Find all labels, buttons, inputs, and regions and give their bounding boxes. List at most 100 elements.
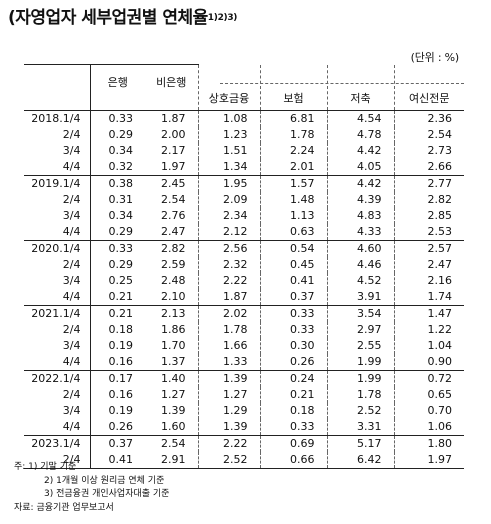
rate-cell: 0.90 bbox=[393, 354, 464, 371]
rate-cell: 0.33 bbox=[259, 419, 327, 436]
rate-cell: 4.42 bbox=[326, 175, 394, 192]
rate-cell: 1.57 bbox=[259, 175, 327, 192]
rate-cell: 2.36 bbox=[393, 110, 464, 127]
rate-cell: 2.01 bbox=[259, 159, 327, 176]
table-row: 2/4 0.31 2.54 2.09 1.48 4.39 2.82 bbox=[24, 192, 464, 208]
rate-cell: 1.39 bbox=[197, 370, 260, 387]
rate-cell: 2.53 bbox=[393, 224, 464, 241]
rate-cell: 0.33 bbox=[90, 240, 145, 257]
rate-cell: 2.52 bbox=[197, 452, 260, 469]
header-bank: 은행 bbox=[90, 64, 145, 111]
period-label: 2020.1/4 bbox=[24, 240, 91, 257]
rate-cell: 1.78 bbox=[259, 127, 327, 143]
rate-cell: 1.06 bbox=[393, 419, 464, 436]
table-header-row: 은행 비은행 상호금융 보험 저축 여신전문 bbox=[24, 64, 464, 111]
period-label: 2018.1/4 bbox=[24, 110, 91, 127]
rate-cell: 3.54 bbox=[326, 305, 394, 322]
period-label: 2/4 bbox=[24, 452, 91, 469]
period-label: 2/4 bbox=[24, 387, 91, 403]
rate-cell: 0.17 bbox=[90, 370, 145, 387]
rate-cell: 0.70 bbox=[393, 403, 464, 419]
rate-cell: 1.51 bbox=[197, 143, 260, 159]
rate-cell: 1.08 bbox=[197, 110, 260, 127]
table-body: 2018.1/4 0.33 1.87 1.08 6.81 4.54 2.36 2/4 0.29 2… bbox=[24, 110, 464, 469]
table-row: 2020.1/4 0.33 2.82 2.56 0.54 4.60 2.57 bbox=[24, 240, 464, 257]
rate-cell: 0.45 bbox=[259, 257, 327, 273]
table-row: 2/4 0.41 2.91 2.52 0.66 6.42 1.97 bbox=[24, 452, 464, 469]
header-savings: 저축 bbox=[326, 64, 394, 111]
rate-cell: 1.99 bbox=[326, 354, 394, 371]
rate-cell: 0.29 bbox=[108, 128, 134, 141]
rate-cell: 0.69 bbox=[259, 435, 327, 452]
rate-cell: 0.37 bbox=[259, 289, 327, 306]
rate-cell: 0.31 bbox=[108, 193, 134, 206]
table-row: 3/4 0.34 2.17 1.51 2.24 4.42 2.73 bbox=[24, 143, 464, 159]
footnote-2: 2) 1개월 이상 원리금 연체 기준 bbox=[44, 475, 165, 486]
rate-cell: 1.27 bbox=[161, 388, 186, 401]
rate-cell: 2.77 bbox=[393, 175, 464, 192]
rate-cell: 4.42 bbox=[326, 143, 394, 159]
rate-cell: 0.26 bbox=[108, 420, 134, 433]
rate-cell: 2.13 bbox=[145, 305, 198, 322]
table-row: 2/4 0.29 2.59 2.32 0.45 4.46 2.47 bbox=[24, 257, 464, 273]
rate-cell: 0.32 bbox=[108, 160, 134, 173]
rate-cell: 2.57 bbox=[393, 240, 464, 257]
rate-cell: 0.19 bbox=[108, 404, 134, 417]
rate-cell: 2.22 bbox=[197, 435, 260, 452]
period-label: 4/4 bbox=[24, 354, 91, 371]
rate-cell: 0.30 bbox=[259, 338, 327, 354]
rate-cell: 3.91 bbox=[326, 289, 394, 306]
rate-cell: 1.99 bbox=[326, 370, 394, 387]
rate-cell: 0.18 bbox=[108, 323, 134, 336]
rate-cell: 0.25 bbox=[108, 274, 134, 287]
rate-cell: 2.12 bbox=[197, 224, 260, 241]
rate-cell: 0.37 bbox=[90, 435, 145, 452]
period-label: 2/4 bbox=[24, 322, 91, 338]
delinquency-table: 은행 비은행 상호금융 보험 저축 여신전문 2018.1/4 0.33 1.87 1… bbox=[24, 64, 464, 469]
rate-cell: 0.54 bbox=[259, 240, 327, 257]
rate-cell: 3.31 bbox=[326, 419, 394, 436]
rate-cell: 0.29 bbox=[108, 258, 134, 271]
period-label: 3/4 bbox=[24, 143, 91, 159]
rate-cell: 1.47 bbox=[393, 305, 464, 322]
rate-cell: 2.97 bbox=[326, 322, 394, 338]
rate-cell: 1.97 bbox=[393, 452, 464, 469]
rate-cell: 1.33 bbox=[197, 354, 260, 371]
period-label: 2023.1/4 bbox=[24, 435, 91, 452]
rate-cell: 0.34 bbox=[108, 209, 134, 222]
period-label: 4/4 bbox=[24, 159, 91, 176]
rate-cell: 0.72 bbox=[393, 370, 464, 387]
rate-cell: 2.76 bbox=[161, 209, 186, 222]
rate-cell: 4.33 bbox=[326, 224, 394, 241]
period-label: 3/4 bbox=[24, 273, 91, 289]
rate-cell: 2.59 bbox=[161, 258, 186, 271]
rate-cell: 1.04 bbox=[393, 338, 464, 354]
header-savings-bank: 상호금융 bbox=[197, 64, 260, 111]
rate-cell: 1.78 bbox=[326, 387, 394, 403]
page-title-text: (자영업자 세부업권별 연체율 bbox=[8, 8, 208, 28]
rate-cell: 2.91 bbox=[145, 452, 198, 469]
rate-cell: 0.41 bbox=[259, 273, 327, 289]
rate-cell: 0.38 bbox=[90, 175, 145, 192]
rate-cell: 1.80 bbox=[393, 435, 464, 452]
rate-cell: 0.19 bbox=[108, 339, 134, 352]
period-label: 2/4 bbox=[24, 192, 91, 208]
rate-cell: 4.05 bbox=[326, 159, 394, 176]
rate-cell: 0.18 bbox=[259, 403, 327, 419]
table-row: 2022.1/4 0.17 1.40 1.39 0.24 1.99 0.72 bbox=[24, 370, 464, 387]
period-label: 4/4 bbox=[24, 289, 91, 306]
rate-cell: 2.66 bbox=[393, 159, 464, 176]
footnote-3: 3) 전금융권 개인사업자대출 기준 bbox=[44, 489, 170, 499]
rate-cell: 1.95 bbox=[197, 175, 260, 192]
rate-cell: 0.24 bbox=[259, 370, 327, 387]
rate-cell: 1.70 bbox=[161, 339, 186, 352]
rate-cell: 4.46 bbox=[326, 257, 394, 273]
rate-cell: 4.54 bbox=[326, 110, 394, 127]
rate-cell: 1.22 bbox=[393, 322, 464, 338]
table-row: 4/4 0.16 1.37 1.33 0.26 1.99 0.90 bbox=[24, 354, 464, 371]
rate-cell: 5.17 bbox=[326, 435, 394, 452]
rate-cell: 0.33 bbox=[259, 322, 327, 338]
rate-cell: 2.34 bbox=[197, 208, 260, 224]
rate-cell: 2.16 bbox=[393, 273, 464, 289]
table-row: 2023.1/4 0.37 2.54 2.22 0.69 5.17 1.80 bbox=[24, 435, 464, 452]
